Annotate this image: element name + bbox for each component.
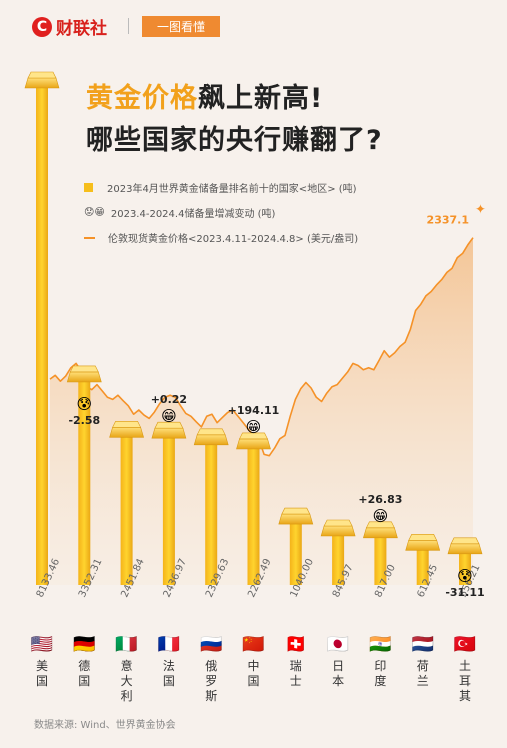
legend-emoji-icon: 😟😁 [84,207,105,218]
data-source: 数据来源: Wind、世界黄金协会 [34,720,176,731]
country-label: 中 [247,658,259,673]
legend-price: 伦敦现货黄金价格<2023.4.11-2024.4.8> (美元/盎司) [84,230,358,245]
country-label: 印 [374,659,386,673]
bar [459,550,471,585]
gold-ingot-icon [66,365,102,383]
country-label: 国 [36,674,48,688]
legend-change: 😟😁 2023.4-2024.4储备量增减变动 (吨) [84,205,275,220]
gold-ingot-icon [447,537,483,555]
bar [36,85,48,585]
bar [120,434,133,585]
country-label: 法 [163,659,175,673]
laughing-face-icon: 😁 [161,407,177,425]
gold-ingot-icon [236,432,271,450]
gold-ingot-icon [320,519,356,537]
gold-ingot-icon [278,507,314,525]
country-label: 德 [78,658,90,673]
sad-face-icon: 😰 [457,567,473,585]
bar [205,441,218,585]
header-tag: 一图看懂 [142,16,220,37]
gold-ingot-icon [24,71,60,89]
laughing-face-icon: 😁 [373,507,389,525]
flag-icon: 🇷🇺 [200,634,222,655]
change-label: -31.11 [445,586,484,599]
change-label: +26.83 [358,493,402,506]
change-label: +0.22 [151,393,187,406]
country-label: 其 [459,689,471,703]
brand-logo-text: 财联社 [56,19,107,39]
change-label: +194.11 [228,404,280,417]
sparkle-icon: ✦ [475,203,486,218]
title-rest: 飙上新高! [198,83,324,114]
flag-icon: 🇺🇸 [31,634,53,655]
country-label: 度 [374,673,386,688]
bar [416,547,429,585]
bar [247,445,260,585]
legend-bar-swatch [84,183,93,192]
flag-icon: 🇹🇷 [454,634,476,655]
flag-icon: 🇮🇹 [115,634,137,655]
bar [162,435,175,585]
bar [374,534,387,585]
flag-icon: 🇨🇭 [285,633,307,655]
gold-ingot-icon [405,534,441,551]
flag-icon: 🇨🇳 [242,634,264,655]
header-divider [128,18,129,34]
legend-reserves-text: 2023年4月世界黄金储备量排名前十的国家<地区> (吨) [107,184,357,195]
bar [289,521,302,585]
country-label: 意 [121,658,133,673]
country-label: 美 [36,659,48,673]
gold-ingot-icon [193,428,229,446]
country-label: 斯 [205,689,217,703]
country-label: 俄 [205,659,217,673]
country-label: 国 [78,674,90,688]
country-label: 国 [247,674,259,688]
bar [332,532,345,585]
country-label: 本 [332,674,344,688]
country-label: 土 [459,659,471,673]
country-label: 大 [121,674,133,688]
flag-icon: 🇮🇳 [369,634,391,655]
page-title-line1: 黄金价格飙上新高! [86,76,323,115]
page-title-line2: 哪些国家的央行赚翻了? [86,125,383,156]
legend-line-swatch [84,236,95,239]
country-label: 士 [290,674,302,688]
gold-ingot-icon [362,521,398,539]
bar [78,378,91,585]
country-label: 瑞 [290,659,302,673]
flag-icon: 🇩🇪 [73,634,95,655]
gold-ingot-icon [109,420,145,438]
country-label: 国 [163,674,175,688]
flag-icon: 🇫🇷 [158,634,180,655]
legend-change-text: 2023.4-2024.4储备量增减变动 (吨) [110,209,276,220]
title-highlight: 黄金价格 [86,83,198,114]
country-label: 利 [121,689,133,703]
legend-reserves: 2023年4月世界黄金储备量排名前十的国家<地区> (吨) [84,180,357,195]
country-label: 耳 [459,674,471,688]
country-label: 日 [332,659,344,673]
country-label: 荷 [417,659,429,673]
country-label: 兰 [417,674,429,688]
flag-icon: 🇯🇵 [327,634,349,655]
laughing-face-icon: 😁 [246,418,262,436]
gold-ingot-icon [151,421,187,439]
legend-price-text: 伦敦现货黄金价格<2023.4.11-2024.4.8> (美元/盎司) [108,234,359,245]
country-label: 罗 [205,674,217,688]
price-area [50,237,473,585]
price-end-label: 2337.1 [427,214,469,227]
sad-face-icon: 😰 [76,395,92,413]
brand-logo: C 财联社 [32,14,107,39]
flag-icon: 🇳🇱 [411,634,433,655]
brand-logo-icon: C [32,16,52,37]
change-label: -2.58 [68,414,100,427]
